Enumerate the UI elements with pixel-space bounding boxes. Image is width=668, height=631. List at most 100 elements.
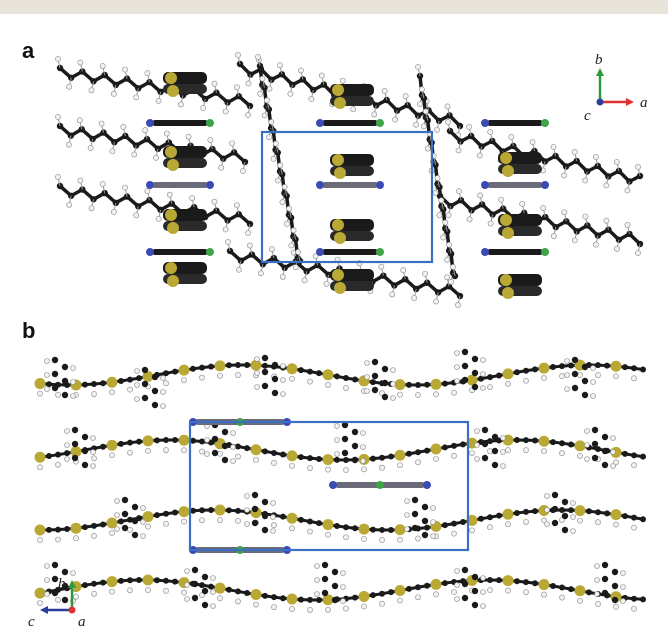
hydrogen-atom	[343, 467, 349, 473]
carbon-atom	[604, 362, 610, 369]
hydrogen-atom	[230, 444, 236, 450]
hydrogen-atom	[134, 382, 140, 388]
carbon-atom	[100, 129, 107, 136]
hydrogen-atom	[584, 442, 590, 448]
hydrogen-atom	[133, 94, 140, 101]
carbon-atom	[406, 585, 412, 592]
hydrogen-atom	[635, 164, 641, 170]
hydrogen-atom	[610, 449, 616, 455]
axis-c-label: c	[28, 614, 35, 630]
carbon-atom	[446, 127, 454, 135]
hydrogen-atom	[181, 589, 187, 596]
sulfur-atom	[167, 222, 179, 234]
hydrogen-atom	[144, 70, 151, 77]
hydrogen-atom	[88, 205, 95, 212]
nitrogen-atom	[423, 481, 431, 489]
axis-b-arrowhead	[596, 68, 604, 76]
carbon-atom	[307, 596, 313, 603]
sulfur-atom	[334, 282, 346, 294]
carbon-atom	[81, 447, 89, 455]
carbon-atom	[460, 441, 466, 448]
hydrogen-atom	[44, 372, 50, 378]
hydrogen-atom	[433, 456, 439, 462]
hydrogen-atom	[541, 591, 547, 598]
hydrogen-atom	[37, 537, 43, 543]
carbon-atom	[64, 526, 70, 533]
hydrogen-atom	[592, 241, 599, 248]
hydrogen-atom	[240, 168, 246, 174]
axis-a-label: a	[78, 614, 86, 630]
hydrogen-atom	[594, 591, 600, 597]
hydrogen-atom	[181, 447, 187, 454]
hydrogen-atom	[217, 372, 223, 379]
carbon-atom	[172, 578, 178, 585]
sulfur-atom	[165, 72, 177, 84]
carbon-atom	[262, 592, 268, 599]
hydrogen-atom	[550, 233, 557, 240]
hydrogen-atom	[257, 90, 264, 97]
carbon-atom	[581, 363, 589, 371]
carbon-atom	[280, 595, 286, 602]
hydrogen-atom	[66, 201, 73, 208]
carbon-atom	[191, 594, 199, 602]
carbon-atom	[191, 580, 199, 588]
sulfur-atom	[106, 439, 118, 451]
carbon-atom	[379, 526, 385, 533]
hydrogen-atom	[200, 105, 207, 111]
hydrogen-atom	[323, 280, 330, 287]
acceptor-molecule	[322, 120, 378, 126]
hydrogen-atom	[364, 360, 370, 366]
hydrogen-atom	[434, 126, 440, 133]
carbon-atom	[460, 519, 466, 526]
carbon-atom	[221, 428, 229, 436]
hydrogen-atom	[217, 450, 223, 457]
carbon-atom	[118, 577, 124, 584]
carbon-atom	[136, 438, 142, 445]
carbon-atom	[559, 363, 565, 370]
carbon-atom	[341, 421, 349, 429]
carbon-atom	[402, 275, 409, 283]
carbon-atom	[197, 213, 205, 221]
carbon-atom	[404, 101, 411, 109]
carbon-atom	[550, 582, 556, 589]
sulfur-atom	[500, 274, 512, 286]
sulfur-atom	[34, 524, 46, 536]
hydrogen-atom	[184, 582, 190, 588]
carbon-atom	[561, 526, 569, 534]
hydrogen-atom	[297, 67, 304, 74]
sulfur-atom	[500, 214, 512, 226]
carbon-atom	[230, 149, 238, 156]
hydrogen-atom	[339, 77, 346, 84]
sulfur-atom	[332, 269, 344, 281]
carbon-atom	[136, 577, 142, 584]
axis-c-label: c	[584, 108, 591, 124]
carbon-atom	[163, 437, 169, 444]
carbon-atom	[61, 596, 69, 604]
carbon-atom	[79, 186, 86, 193]
hydrogen-atom	[433, 298, 439, 305]
carbon-atom	[262, 448, 268, 455]
hydrogen-atom	[631, 524, 637, 531]
carbon-atom	[100, 521, 106, 528]
carbon-atom	[550, 363, 556, 370]
carbon-atom	[491, 447, 499, 455]
hydrogen-atom	[254, 356, 260, 362]
hydrogen-atom	[392, 116, 399, 123]
carbon-atom	[489, 137, 496, 145]
hydrogen-atom	[211, 198, 218, 205]
carbon-atom	[351, 456, 359, 464]
hydrogen-atom	[230, 430, 236, 436]
carbon-atom	[100, 443, 106, 450]
hydrogen-atom	[140, 505, 146, 511]
axis-c-dot	[596, 98, 604, 106]
carbon-atom	[406, 381, 412, 388]
carbon-atom	[551, 491, 559, 499]
hydrogen-atom	[55, 391, 61, 398]
carbon-atom	[61, 568, 69, 576]
hydrogen-atom	[145, 587, 151, 593]
hydrogen-atom	[411, 295, 418, 301]
hydrogen-atom	[261, 112, 268, 119]
chlorine-atom	[541, 248, 549, 256]
hydrogen-atom	[438, 197, 445, 204]
hydrogen-atom	[283, 220, 290, 227]
